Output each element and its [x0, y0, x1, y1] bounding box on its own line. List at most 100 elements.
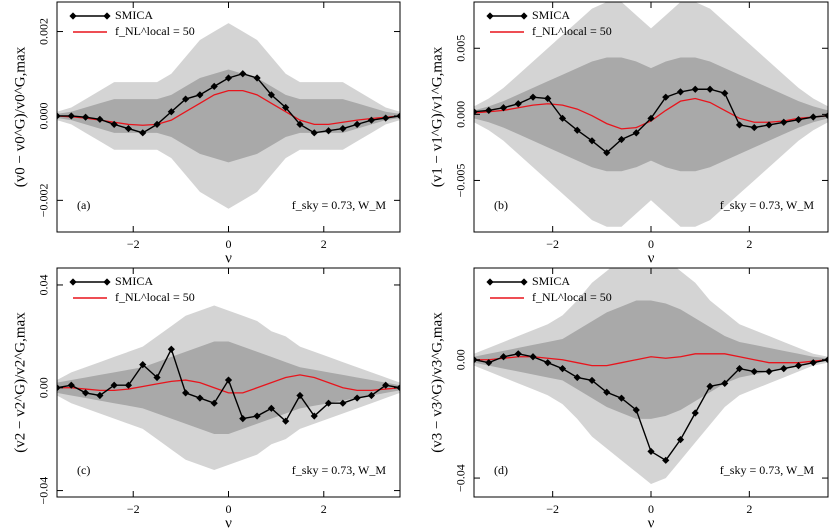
x-tick-label: −2 — [546, 237, 559, 251]
marker — [662, 93, 670, 101]
y-tick-label: 0.000 — [454, 101, 468, 128]
legend-marker — [69, 12, 77, 20]
marker — [794, 362, 803, 370]
marker — [282, 103, 290, 112]
marker — [588, 376, 596, 385]
marker — [67, 381, 75, 389]
marker — [485, 359, 493, 367]
marker — [110, 381, 118, 389]
marker — [282, 417, 290, 425]
marker — [676, 88, 685, 96]
marker — [499, 353, 508, 361]
marker — [676, 436, 685, 444]
x-tick-label: 2 — [746, 237, 752, 251]
legend-marker — [486, 12, 494, 20]
marker — [514, 100, 522, 108]
marker — [253, 74, 261, 82]
y-tick-label: −0.04 — [37, 477, 51, 505]
marker — [485, 106, 493, 114]
marker — [182, 95, 190, 103]
marker — [765, 367, 773, 376]
marker — [367, 391, 376, 400]
marker — [474, 108, 478, 116]
legend-label: SMICA — [115, 274, 153, 288]
x-tick-label: 0 — [226, 502, 232, 516]
marker — [721, 379, 729, 387]
x-tick-label: 2 — [321, 502, 327, 516]
marker — [647, 114, 655, 122]
y-tick-label: −0.002 — [37, 183, 51, 217]
legend-label: f_NL^local = 50 — [115, 290, 195, 304]
marker — [210, 399, 218, 407]
x-tick-label: −2 — [127, 502, 140, 516]
marker — [324, 399, 333, 407]
marker — [721, 89, 729, 97]
x-tick-label: 0 — [226, 237, 232, 251]
marker — [691, 85, 699, 93]
y-tick-label: 0.00 — [37, 377, 51, 398]
marker — [735, 121, 744, 129]
plot-area — [474, 2, 828, 227]
marker — [809, 359, 817, 367]
legend-label: f_NL^local = 50 — [115, 24, 195, 38]
marker — [529, 353, 537, 361]
y-axis-label: (v2 − v2^G)/v2^G,max — [12, 312, 28, 453]
legend-label: SMICA — [532, 274, 570, 288]
x-axis-label: ν — [648, 515, 655, 528]
marker — [558, 364, 567, 373]
marker — [196, 394, 204, 402]
marker — [544, 94, 552, 103]
x-axis-label: ν — [225, 250, 232, 266]
marker — [96, 115, 104, 123]
marker — [617, 394, 626, 402]
annotation: f_sky = 0.73, W_M — [720, 463, 815, 477]
y-tick-label: 0.002 — [37, 18, 51, 45]
band — [474, 57, 828, 172]
marker — [296, 120, 304, 128]
marker — [167, 345, 175, 353]
marker — [794, 116, 803, 124]
panel-label: (a) — [77, 198, 90, 212]
plot-area — [474, 268, 828, 484]
marker — [81, 389, 90, 397]
x-tick-label: −2 — [127, 237, 140, 251]
marker — [182, 389, 190, 397]
marker — [588, 137, 596, 145]
marker — [573, 373, 581, 382]
marker — [153, 373, 161, 382]
marker — [499, 104, 508, 112]
marker — [780, 118, 788, 126]
marker — [529, 93, 537, 101]
legend-marker — [103, 12, 111, 20]
plot-area — [57, 305, 400, 471]
legend-marker — [486, 278, 494, 286]
series-line — [57, 374, 400, 394]
marker — [124, 125, 133, 133]
x-axis-label: ν — [648, 250, 655, 266]
marker — [224, 376, 233, 384]
marker — [81, 113, 90, 121]
marker — [239, 70, 247, 78]
marker — [296, 391, 304, 400]
marker — [647, 447, 655, 456]
legend-label: f_NL^local = 50 — [532, 290, 612, 304]
band — [57, 341, 400, 435]
y-tick-label: 0.005 — [454, 35, 468, 62]
marker — [139, 129, 147, 137]
legend-marker — [520, 12, 528, 20]
marker — [573, 126, 581, 134]
panel-label: (d) — [494, 463, 508, 477]
marker — [750, 367, 758, 376]
marker — [691, 409, 699, 417]
marker — [310, 129, 318, 137]
x-tick-label: 0 — [648, 502, 654, 516]
band — [474, 300, 828, 419]
marker — [544, 359, 552, 367]
plot-area — [57, 23, 400, 209]
marker — [632, 406, 640, 414]
y-tick-label: −0.005 — [454, 164, 468, 198]
x-tick-label: 2 — [746, 502, 752, 516]
marker — [603, 388, 611, 396]
marker — [382, 114, 390, 122]
